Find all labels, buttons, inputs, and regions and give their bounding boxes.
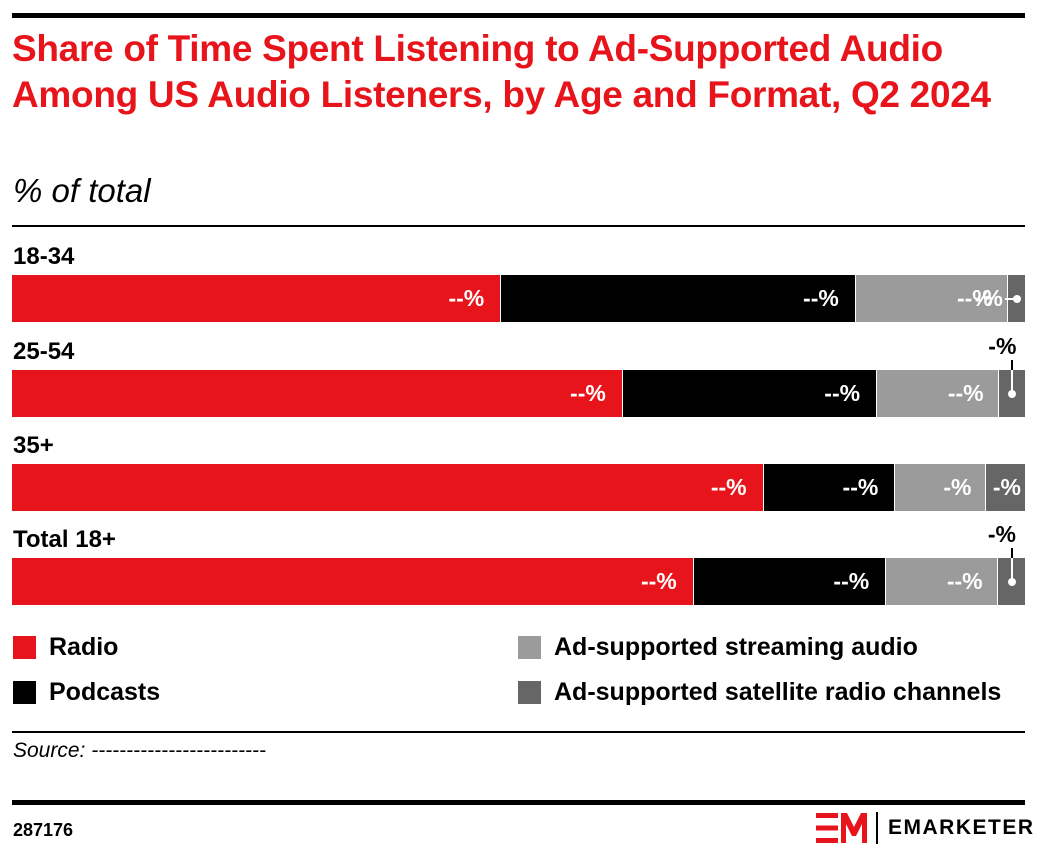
brand-name: EMARKETER (888, 816, 1035, 839)
data-label: --% (710, 474, 747, 500)
bar-segment-satellite: -% (988, 521, 1025, 605)
footer-rule (12, 800, 1025, 805)
legend-satellite-swatch (518, 681, 541, 704)
legend-radio-label: Radio (49, 633, 119, 661)
data-label: --% (946, 568, 983, 594)
data-label: -% (988, 333, 1017, 359)
legend-podcasts-label: Podcasts (49, 678, 161, 706)
stacked-bar: --% --% --% -% (12, 521, 1025, 605)
data-label: --% (956, 285, 993, 311)
data-label: --% (640, 568, 677, 594)
bar-segment-radio: --% (12, 464, 763, 511)
legend-podcasts-swatch (13, 681, 36, 704)
legend-radio-swatch (13, 636, 36, 659)
bar-segment-radio: --% (12, 275, 501, 322)
legend-satellite: Ad-supported satellite radio channels (518, 678, 1001, 707)
stacked-bar: --% --% --% -% (12, 275, 1025, 322)
chart-title: Share of Time Spent Listening to Ad-Supp… (12, 28, 991, 115)
leader-dot (1012, 295, 1021, 303)
legend-radio: Radio (13, 633, 118, 662)
bar-segment-podcasts: --% (762, 464, 895, 511)
data-label: --% (448, 285, 485, 311)
legend-rule (12, 731, 1025, 733)
leader-dot (1007, 578, 1016, 586)
stacked-bar: --% --% -% -% (12, 464, 1025, 511)
leader-line (1010, 550, 1013, 580)
source-note: Source: ------------------------- (13, 739, 267, 762)
bar-segment-streaming: -% (894, 464, 986, 511)
bar-segment-podcasts: --% (500, 275, 855, 322)
legend-podcasts: Podcasts (13, 678, 160, 707)
bar-segment-radio: --% (12, 370, 622, 417)
data-label: -% (992, 474, 1021, 500)
category-label: Total 18+ (13, 526, 116, 553)
bar-segment-podcasts: --% (621, 370, 877, 417)
logo-divider (876, 812, 878, 844)
data-label: --% (833, 568, 870, 594)
legend-streaming-label: Ad-supported streaming audio (554, 633, 918, 661)
leader-line (1004, 298, 1015, 300)
em-logo-icon (816, 813, 867, 843)
data-label: --% (824, 380, 861, 406)
data-label: --% (570, 380, 606, 406)
emarketer-logo: EMARKETER (816, 812, 1035, 844)
bar-segment-streaming: --% (885, 558, 997, 605)
category-label: 18-34 (13, 243, 75, 270)
title-rule (12, 225, 1025, 227)
legend-streaming: Ad-supported streaming audio (518, 633, 918, 662)
data-label: --% (842, 474, 879, 500)
data-label: -% (987, 521, 1016, 547)
data-label: -% (974, 285, 1003, 311)
stacked-bar: --% --% --% -% (12, 333, 1025, 417)
bar-segment-radio: --% (12, 558, 693, 605)
leader-line (1010, 548, 1013, 558)
leader-line (1011, 362, 1014, 392)
chart-id: 287176 (13, 820, 74, 840)
bar-segment-satellite: -% (985, 464, 1025, 511)
bar-segment-satellite: -% (988, 333, 1025, 417)
leader-line (1011, 360, 1014, 370)
data-label: -% (943, 474, 972, 500)
top-rule (12, 13, 1025, 18)
data-label: --% (947, 380, 984, 406)
legend-satellite-label: Ad-supported satellite radio channels (554, 678, 1002, 706)
category-label: 35+ (13, 432, 54, 459)
bar-segment-streaming: --% (854, 275, 1007, 322)
leader-dot (1008, 390, 1017, 398)
data-label: --% (803, 285, 839, 311)
bar-segment-satellite: -% (975, 275, 1025, 322)
bar-segment-podcasts: --% (692, 558, 886, 605)
bar-segment-streaming: --% (876, 370, 998, 417)
legend-streaming-swatch (518, 636, 541, 659)
chart-subtitle: % of total (13, 172, 151, 209)
category-label: 25-54 (13, 338, 75, 365)
